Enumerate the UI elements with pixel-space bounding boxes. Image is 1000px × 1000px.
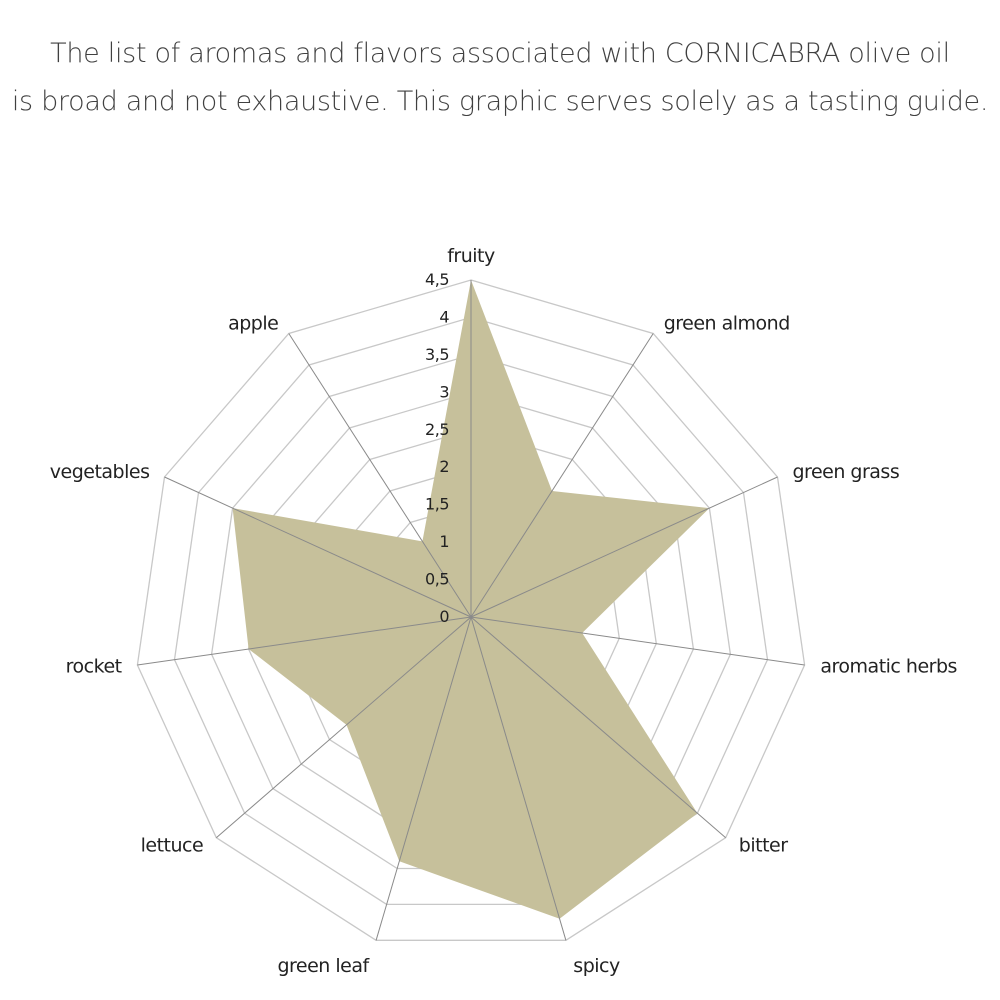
spoke-aromatic-herbs xyxy=(470,616,805,666)
spoke-spicy xyxy=(470,616,567,941)
spoke-green-leaf xyxy=(375,616,472,941)
caption-line-1: The list of aromas and flavors associate… xyxy=(50,38,950,69)
grid-ring xyxy=(173,316,769,906)
tick-label: 0,5 xyxy=(425,570,449,589)
spoke-green-grass xyxy=(470,476,778,618)
axis-label-fruity: fruity xyxy=(447,245,495,267)
tick-label: 1,5 xyxy=(425,495,449,514)
chart-caption: The list of aromas and flavors associate… xyxy=(0,30,1000,126)
axis-label-vegetables: vegetables xyxy=(50,461,150,483)
spoke-lettuce xyxy=(215,616,472,839)
caption-line-2: is broad and not exhaustive. This graphi… xyxy=(11,86,989,117)
spoke-vegetables xyxy=(164,476,472,618)
axis-label-rocket: rocket xyxy=(66,656,122,678)
axis-labels: fruity green almond green grass aromatic he… xyxy=(50,245,958,977)
tick-label: 1 xyxy=(439,532,449,551)
tick-label: 4,5 xyxy=(425,270,449,289)
axis-label-apple: apple xyxy=(228,312,278,334)
tick-label: 4 xyxy=(439,307,449,326)
tick-label: 0 xyxy=(439,607,449,626)
axis-label-lettuce: lettuce xyxy=(141,835,204,857)
tick-label: 2,5 xyxy=(425,420,449,439)
axis-label-green-almond: green almond xyxy=(664,312,790,334)
tick-labels: 0 0,5 1 1,5 2 2,5 3 3,5 4 4,5 xyxy=(425,270,450,626)
spoke-green-almond xyxy=(470,333,654,618)
axis-label-bitter: bitter xyxy=(739,835,788,857)
spoke-rocket xyxy=(137,616,472,666)
spoke-layer xyxy=(137,280,805,941)
tick-label: 3 xyxy=(439,382,449,401)
grid-ring xyxy=(136,279,806,941)
axis-label-aromatic-herbs: aromatic herbs xyxy=(820,656,957,678)
tick-label: 2 xyxy=(439,457,449,476)
spoke-apple xyxy=(288,333,472,618)
spoke-bitter xyxy=(470,616,727,839)
axis-label-spicy: spicy xyxy=(573,955,620,977)
axis-label-green-leaf: green leaf xyxy=(277,955,370,977)
axis-label-green-grass: green grass xyxy=(793,461,900,483)
tick-label: 3,5 xyxy=(425,345,449,364)
